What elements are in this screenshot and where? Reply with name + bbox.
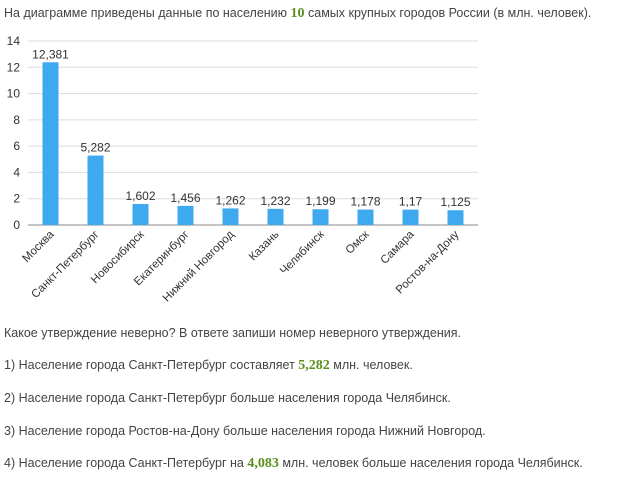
category-label-0: Москва (20, 228, 57, 265)
statement-3: 3) Население города Ростов-на-Дону больш… (4, 424, 486, 440)
statement-1: 1) Население города Санкт-Петербург сост… (4, 358, 413, 374)
bar-6 (312, 209, 329, 225)
statement-1-before: 1) Население города Санкт-Петербург сост… (4, 358, 299, 372)
y-tick-label-3: 6 (13, 139, 20, 153)
statement-4-before: 4) Население города Санкт-Петербург на (4, 456, 248, 470)
category-label-5: Казань (247, 229, 282, 264)
data-label-2: 1,602 (125, 189, 155, 203)
y-tick-label-5: 10 (7, 87, 21, 101)
data-label-5: 1,232 (260, 194, 290, 208)
statement-1-after: млн. человек. (329, 358, 413, 372)
data-label-3: 1,456 (170, 191, 200, 205)
data-label-6: 1,199 (305, 194, 335, 208)
y-tick-label-4: 8 (13, 113, 20, 127)
data-label-7: 1,178 (350, 195, 380, 209)
bar-3 (177, 205, 194, 225)
data-label-0: 12,381 (32, 47, 69, 61)
statement-4-number: 4,083 (247, 456, 279, 471)
bar-4 (222, 208, 239, 225)
data-label-4: 1,262 (215, 193, 245, 207)
statement-4: 4) Население города Санкт-Петербург на 4… (4, 456, 583, 472)
bar-2 (132, 203, 149, 225)
bar-7 (357, 209, 374, 225)
data-label-8: 1,17 (399, 195, 423, 209)
y-tick-label-2: 4 (13, 165, 20, 179)
y-tick-label-7: 14 (7, 34, 21, 48)
bar-5 (267, 208, 284, 225)
intro-after: самых крупных городов России (в млн. чел… (304, 6, 592, 20)
bar-9 (447, 210, 464, 225)
y-tick-label-1: 2 (13, 192, 20, 206)
data-label-9: 1,125 (440, 195, 470, 209)
intro-text: На диаграмме приведены данные по населен… (4, 6, 591, 22)
population-bar-chart: 0246810121412,381Москва5,282Санкт-Петерб… (7, 34, 478, 304)
intro-before: На диаграмме приведены данные по населен… (4, 6, 291, 20)
bar-8 (402, 209, 419, 225)
question-text: Какое утверждение неверно? В ответе запи… (4, 326, 461, 340)
bar-1 (87, 155, 104, 225)
y-tick-label-0: 0 (13, 218, 20, 232)
bar-0 (42, 62, 59, 225)
statement-3-before: 3) Население города Ростов-на-Дону больш… (4, 424, 486, 438)
statement-2: 2) Население города Санкт-Петербург боль… (4, 391, 451, 407)
data-label-1: 5,282 (80, 141, 110, 155)
category-label-8: Самара (378, 228, 417, 267)
intro-number: 10 (290, 6, 305, 21)
statement-2-before: 2) Население города Санкт-Петербург боль… (4, 391, 451, 405)
statement-4-after: млн. человек больше населения города Чел… (278, 456, 583, 470)
category-label-7: Омск (344, 228, 373, 257)
y-tick-label-6: 12 (7, 60, 21, 74)
category-label-6: Челябинск (278, 228, 327, 277)
statement-1-number: 5,282 (298, 358, 330, 373)
